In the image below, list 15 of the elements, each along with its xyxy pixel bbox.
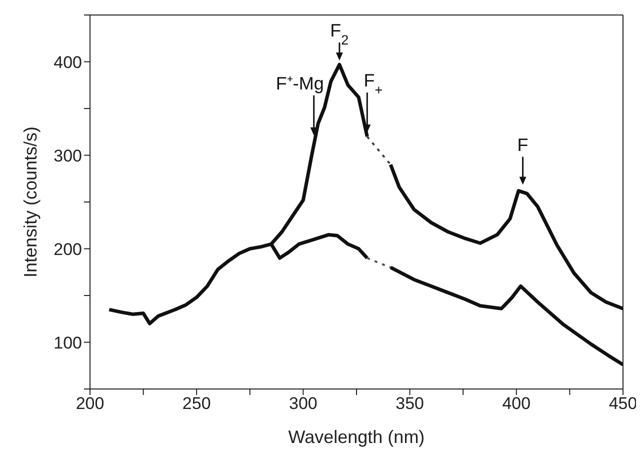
annotation: F (517, 134, 528, 155)
x-tick-label: 400 (502, 394, 531, 414)
x-tick-label: 300 (289, 394, 318, 414)
annotation: F$_{2}$ (330, 20, 349, 48)
y-tick-label: 200 (54, 240, 82, 259)
x-tick-label: 200 (76, 394, 104, 414)
annotation: F⁺-Mg (276, 73, 324, 94)
y-axis-title: Intensity (counts/s) (20, 126, 40, 278)
y-tick-label: 300 (54, 146, 82, 166)
y-tick-label: 100 (54, 333, 82, 352)
x-tick-label: 350 (396, 394, 424, 414)
x-tick-label: 250 (182, 394, 211, 414)
x-axis-title: Wavelength (nm) (288, 427, 425, 447)
annotation: F$_{+}$ (364, 70, 383, 98)
y-tick-label: 400 (54, 52, 82, 72)
